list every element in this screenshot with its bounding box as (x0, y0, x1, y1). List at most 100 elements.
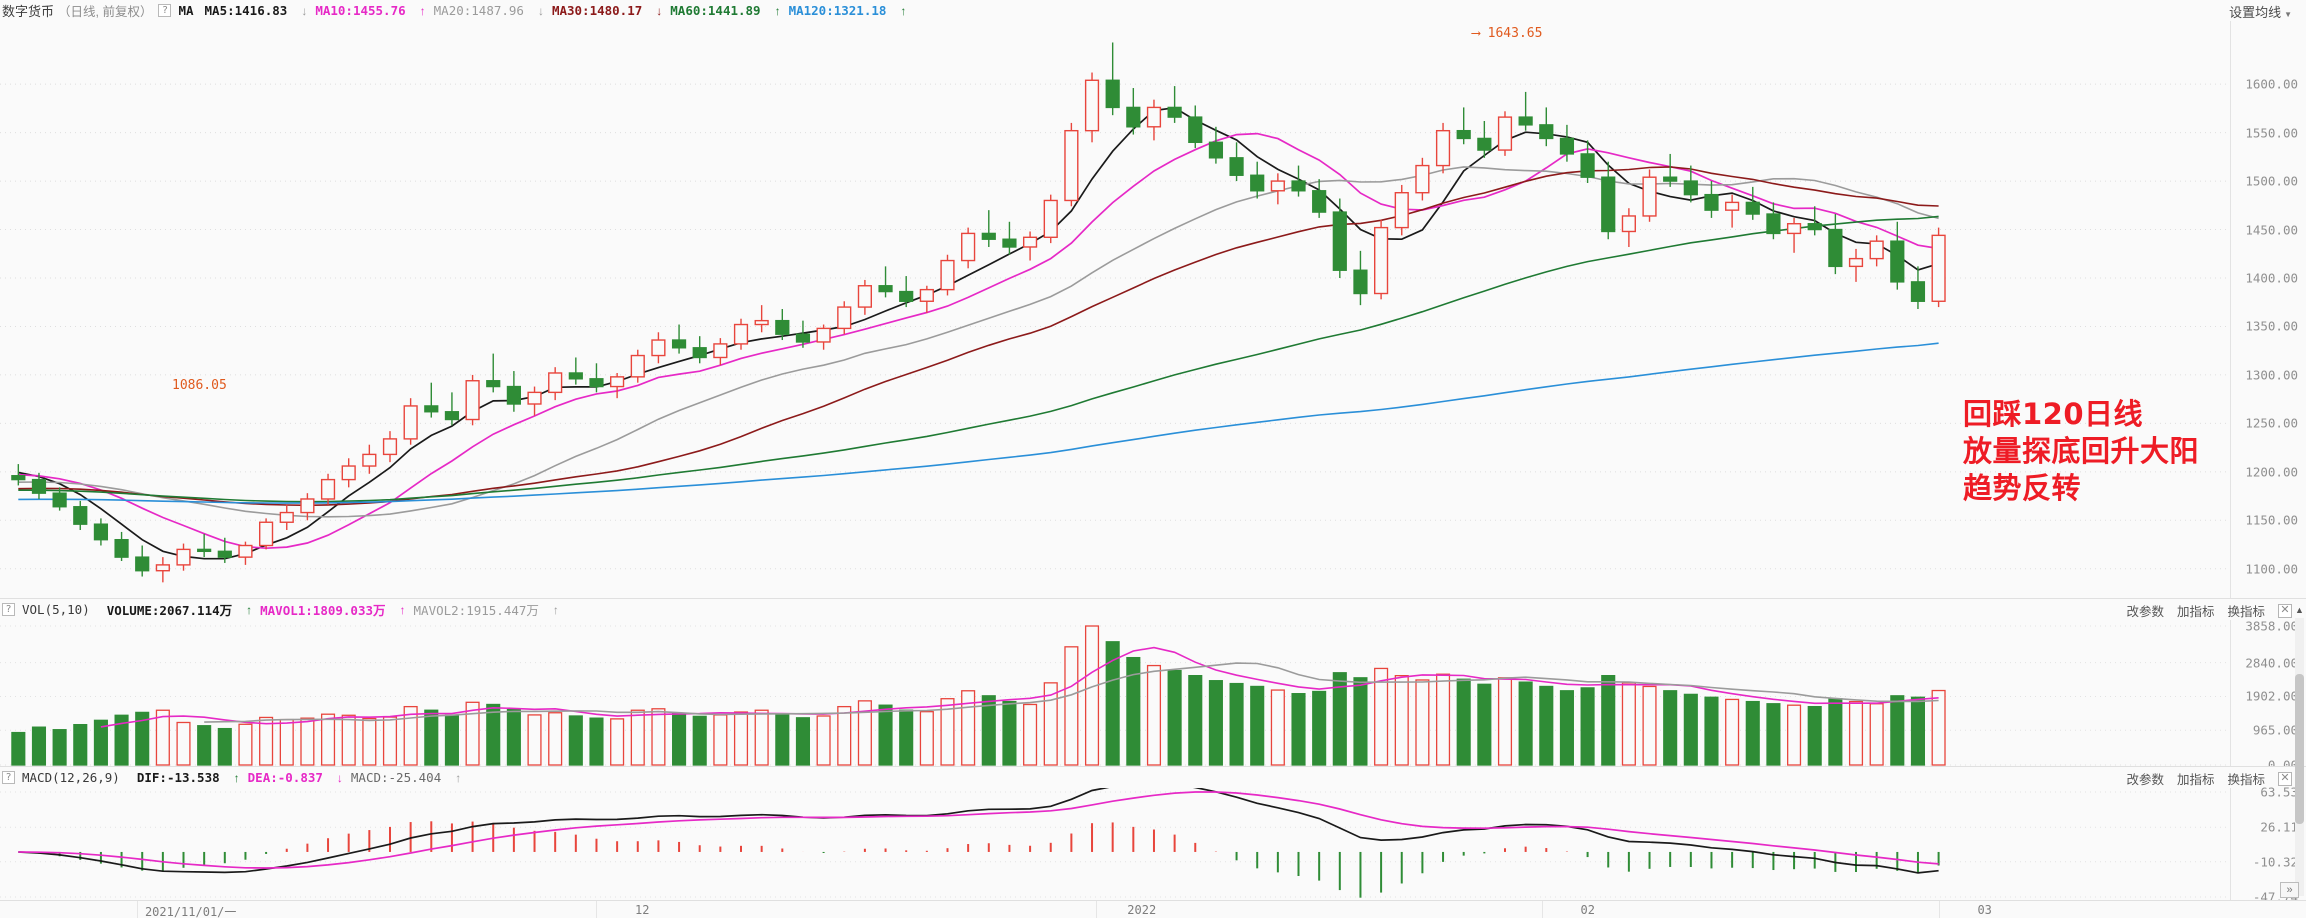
instrument-name: 数字货币 (2, 4, 55, 19)
scroll-up-arrow-icon[interactable]: ▲ (2295, 605, 2304, 615)
price-tick-label: 1450.00 (2245, 222, 2298, 238)
vertical-scrollbar[interactable] (2295, 618, 2304, 896)
dif-value: DIF:-13.538 (136, 770, 220, 785)
ma120-value: MA120:1321.18 (788, 3, 887, 18)
mavol1-direction-icon: ↑ (399, 602, 406, 617)
ma5-value: MA5:1416.83 (204, 3, 288, 18)
date-tick-separator (1095, 901, 1097, 918)
date-axis: 2021/11/01/一 12 2022 02 03 (0, 900, 2306, 918)
peak-arrow-icon: ⟶ (1472, 26, 1480, 41)
scrollbar-thumb[interactable] (2295, 674, 2304, 824)
ma60-direction-icon: ↑ (774, 3, 781, 18)
chevron-down-icon: ▼ (2284, 10, 2292, 19)
chart-annotation: 回踩120日线 放量探底回升大阳 趋势反转 (1963, 396, 2199, 507)
annotation-line-2: 放量探底回升大阳 (1963, 434, 2200, 469)
macd-change-params-button[interactable]: 改参数 (2126, 773, 2164, 787)
volume-tick-label: 965.00 (2252, 722, 2298, 738)
ma30-value: MA30:1480.17 (551, 3, 643, 18)
price-tick-label: 1350.00 (2245, 318, 2298, 334)
volume-switch-indicator-button[interactable]: 换指标 (2227, 605, 2265, 619)
question-icon[interactable]: ? (2, 603, 15, 616)
date-tick-separator (1938, 901, 1940, 918)
mavol2-value: MAVOL2:1915.447万 (413, 603, 539, 618)
set-ma-label: 设置均线 (2229, 5, 2282, 20)
expand-right-icon[interactable]: » (2280, 882, 2299, 898)
peak-price-value: 1643.65 (1487, 26, 1543, 41)
macd-direction-icon: ↑ (455, 770, 462, 785)
macd-switch-indicator-button[interactable]: 换指标 (2227, 773, 2265, 787)
volume-value: VOLUME:2067.114万 (106, 603, 233, 618)
volume-panel-header: ? VOL(5,10) VOLUME:2067.114万 ↑ MAVOL1:180… (0, 599, 2306, 620)
trough-price-label: 1086.05 (172, 378, 227, 393)
macd-tick-label: 26.11 (2260, 819, 2298, 835)
volume-direction-icon: ↑ (246, 602, 253, 617)
ma60-value: MA60:1441.89 (670, 3, 761, 18)
ma20-direction-icon: ↓ (537, 3, 544, 18)
dea-value: DEA:-0.837 (247, 770, 323, 785)
macd-svg (0, 788, 2230, 898)
close-icon[interactable]: ✕ (2278, 603, 2292, 618)
date-tick-label: 03 (1977, 903, 1992, 917)
date-tick-label: 2021/11/01/一 (144, 905, 237, 918)
ma-group-label: MA (178, 3, 194, 18)
price-tick-label: 1250.00 (2245, 415, 2298, 431)
question-icon[interactable]: ? (158, 4, 172, 17)
mavol1-value: MAVOL1:1809.033万 (260, 603, 386, 618)
macd-axis: 63.53 26.11 -10.32 -47.74 (2230, 784, 2306, 905)
date-tick-separator (136, 901, 138, 918)
price-tick-label: 1600.00 (2245, 76, 2298, 92)
volume-tick-label: 2840.00 (2245, 655, 2298, 671)
macd-plot-area[interactable] (0, 788, 2230, 901)
price-tick-label: 1300.00 (2245, 367, 2298, 383)
trough-price-value: 1086.05 (172, 378, 227, 393)
volume-axis: 3858.00 2840.00 1902.00 965.00 0.00 (2230, 618, 2306, 773)
volume-bars-svg (0, 625, 2230, 766)
volume-add-indicator-button[interactable]: 加指标 (2176, 605, 2215, 619)
price-tick-label: 1150.00 (2245, 512, 2298, 528)
price-plot-area[interactable] (0, 21, 2230, 598)
date-tick-separator (596, 901, 598, 918)
question-icon[interactable]: ? (2, 771, 15, 784)
peak-price-label: ⟶ 1643.65 (1472, 26, 1542, 41)
ma10-value: MA10:1455.76 (315, 3, 406, 18)
macd-value: MACD:-25.404 (350, 770, 442, 785)
volume-tick-label: 1902.00 (2245, 688, 2298, 704)
volume-plot-area[interactable] (0, 620, 2230, 767)
ma120-direction-icon: ↑ (900, 3, 907, 18)
close-icon[interactable]: ✕ (2278, 771, 2292, 786)
macd-panel-header: ? MACD(12,26,9) DIF:-13.538 ↑ DEA:-0.837 ↓… (0, 767, 2306, 788)
macd-tick-label: -10.32 (2252, 854, 2298, 870)
ma20-value: MA20:1487.96 (433, 3, 524, 18)
set-moving-average-button[interactable]: 设置均线 ▼ (2229, 2, 2292, 21)
volume-change-params-button[interactable]: 改参数 (2126, 605, 2164, 619)
annotation-line-3: 趋势反转 (1963, 471, 2082, 506)
candlestick-svg (0, 42, 2230, 583)
macd-add-indicator-button[interactable]: 加指标 (2176, 773, 2215, 787)
macd-chart-panel: ? MACD(12,26,9) DIF:-13.538 ↑ DEA:-0.837 ↓… (0, 766, 2306, 905)
price-axis: 1600.00 1550.00 1500.00 1450.00 1400.00 1350.… (2230, 21, 2306, 598)
macd-indicator-name: MACD(12,26,9) (22, 770, 120, 785)
volume-indicator-name: VOL(5,10) (22, 602, 90, 617)
date-tick-label: 12 (635, 903, 650, 917)
volume-tick-label: 3858.00 (2245, 618, 2298, 634)
mavol2-direction-icon: ↑ (552, 602, 559, 617)
dif-direction-icon: ↑ (233, 770, 240, 785)
ma10-direction-icon: ↑ (419, 3, 426, 18)
price-chart-panel: 1600.00 1550.00 1500.00 1450.00 1400.00 1350.… (0, 21, 2306, 598)
price-tick-label: 1100.00 (2245, 561, 2298, 577)
price-tick-label: 1550.00 (2245, 125, 2298, 141)
ma5-direction-icon: ↓ (301, 3, 308, 18)
price-tick-label: 1400.00 (2245, 270, 2298, 286)
annotation-line-1: 回踩120日线 (1963, 397, 2144, 431)
macd-panel-tools: 改参数 加指标 换指标 ✕ (2126, 769, 2292, 788)
dea-direction-icon: ↓ (336, 770, 343, 785)
price-tick-label: 1200.00 (2245, 464, 2298, 480)
macd-tick-label: 63.53 (2260, 784, 2298, 800)
date-tick-label: 2022 (1127, 903, 1157, 917)
ma30-direction-icon: ↓ (656, 3, 663, 18)
volume-panel-tools: 改参数 加指标 换指标 ✕ (2126, 601, 2292, 620)
date-tick-label: 02 (1580, 903, 1595, 917)
volume-chart-panel: ? VOL(5,10) VOLUME:2067.114万 ↑ MAVOL1:180… (0, 598, 2306, 773)
price-panel-header: 数字货币 （日线, 前复权） ? MA MA5:1416.83 ↓ MA10:14… (0, 0, 2306, 21)
